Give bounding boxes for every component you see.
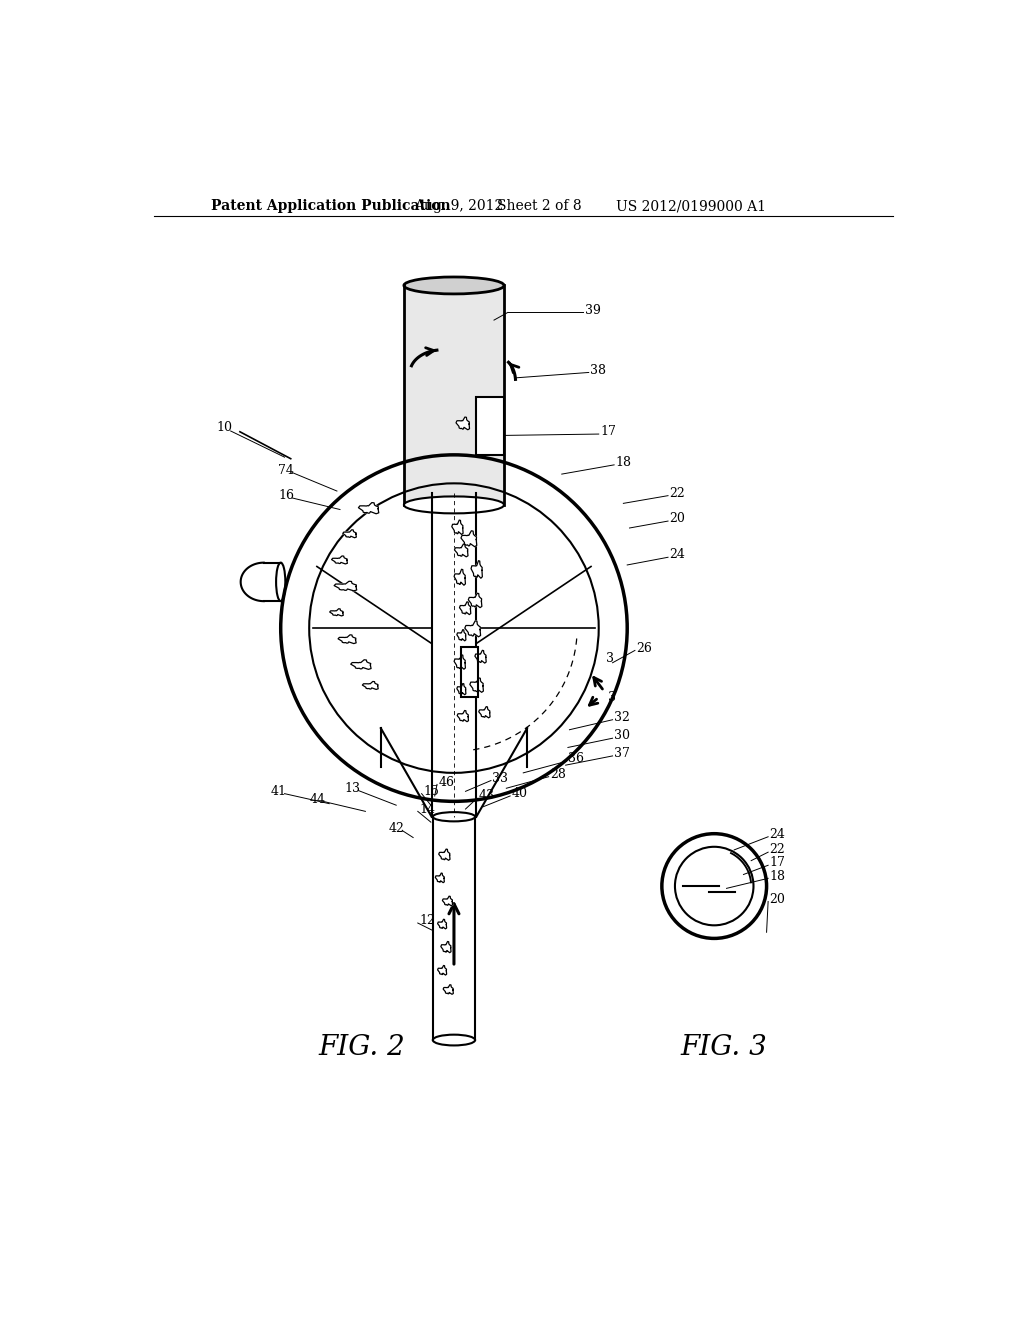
Polygon shape bbox=[454, 569, 465, 585]
Text: 17: 17 bbox=[600, 425, 616, 438]
Ellipse shape bbox=[403, 496, 504, 513]
Polygon shape bbox=[437, 919, 446, 929]
Text: 28: 28 bbox=[550, 768, 566, 781]
Polygon shape bbox=[403, 285, 504, 506]
Polygon shape bbox=[461, 647, 478, 697]
Polygon shape bbox=[351, 660, 371, 669]
Text: 38: 38 bbox=[590, 363, 606, 376]
Text: 18: 18 bbox=[770, 870, 785, 883]
Polygon shape bbox=[475, 397, 504, 455]
Text: 40: 40 bbox=[512, 787, 527, 800]
Polygon shape bbox=[457, 710, 469, 722]
Polygon shape bbox=[465, 620, 480, 636]
Polygon shape bbox=[343, 529, 356, 537]
Text: 12: 12 bbox=[419, 915, 435, 927]
Polygon shape bbox=[435, 873, 444, 883]
Text: 13: 13 bbox=[345, 781, 360, 795]
Text: 74: 74 bbox=[279, 463, 294, 477]
Text: 15: 15 bbox=[423, 785, 439, 797]
Text: 14: 14 bbox=[419, 803, 435, 816]
Text: US 2012/0199000 A1: US 2012/0199000 A1 bbox=[615, 199, 766, 213]
Polygon shape bbox=[461, 531, 477, 546]
Polygon shape bbox=[454, 655, 465, 669]
Text: 41: 41 bbox=[270, 785, 287, 797]
Text: 20: 20 bbox=[670, 512, 685, 525]
Polygon shape bbox=[457, 630, 466, 640]
Text: FIG. 2: FIG. 2 bbox=[318, 1035, 404, 1061]
Polygon shape bbox=[358, 503, 379, 513]
Text: 26: 26 bbox=[637, 642, 652, 655]
Text: 3: 3 bbox=[606, 652, 614, 665]
Text: 16: 16 bbox=[279, 490, 295, 502]
Text: 22: 22 bbox=[770, 843, 785, 857]
Polygon shape bbox=[443, 985, 454, 994]
Text: 44: 44 bbox=[309, 792, 326, 805]
Text: 43: 43 bbox=[478, 789, 495, 803]
Polygon shape bbox=[442, 896, 453, 906]
Circle shape bbox=[663, 834, 766, 939]
Polygon shape bbox=[457, 684, 466, 694]
Polygon shape bbox=[460, 602, 471, 615]
Text: 24: 24 bbox=[770, 828, 785, 841]
Polygon shape bbox=[332, 556, 347, 564]
Text: 37: 37 bbox=[614, 747, 630, 760]
Polygon shape bbox=[334, 581, 356, 591]
Text: 17: 17 bbox=[770, 857, 785, 870]
Text: 39: 39 bbox=[585, 305, 601, 317]
Text: Patent Application Publication: Patent Application Publication bbox=[211, 199, 451, 213]
Text: 30: 30 bbox=[614, 730, 630, 742]
Polygon shape bbox=[471, 561, 482, 578]
Text: 18: 18 bbox=[615, 455, 632, 469]
Polygon shape bbox=[437, 965, 446, 975]
Polygon shape bbox=[470, 678, 483, 692]
Text: 10: 10 bbox=[217, 421, 232, 434]
Text: Sheet 2 of 8: Sheet 2 of 8 bbox=[497, 199, 582, 213]
Polygon shape bbox=[441, 941, 451, 953]
Polygon shape bbox=[338, 635, 356, 644]
Text: 20: 20 bbox=[770, 892, 785, 906]
Text: 33: 33 bbox=[493, 772, 509, 785]
Text: 3: 3 bbox=[608, 690, 616, 704]
Polygon shape bbox=[455, 544, 468, 557]
Text: FIG. 3: FIG. 3 bbox=[680, 1035, 767, 1061]
Text: 32: 32 bbox=[614, 711, 630, 723]
Polygon shape bbox=[362, 681, 378, 689]
Polygon shape bbox=[438, 849, 450, 861]
Polygon shape bbox=[479, 706, 490, 718]
Text: 46: 46 bbox=[438, 776, 455, 788]
Text: 36: 36 bbox=[568, 752, 584, 766]
Polygon shape bbox=[468, 593, 482, 607]
Text: 42: 42 bbox=[388, 822, 404, 834]
Polygon shape bbox=[330, 609, 343, 616]
Text: 24: 24 bbox=[670, 548, 685, 561]
Polygon shape bbox=[456, 417, 470, 430]
Polygon shape bbox=[452, 520, 463, 535]
Text: Aug. 9, 2012: Aug. 9, 2012 bbox=[414, 199, 503, 213]
Ellipse shape bbox=[403, 277, 504, 294]
Polygon shape bbox=[475, 651, 486, 663]
Text: 22: 22 bbox=[670, 487, 685, 500]
